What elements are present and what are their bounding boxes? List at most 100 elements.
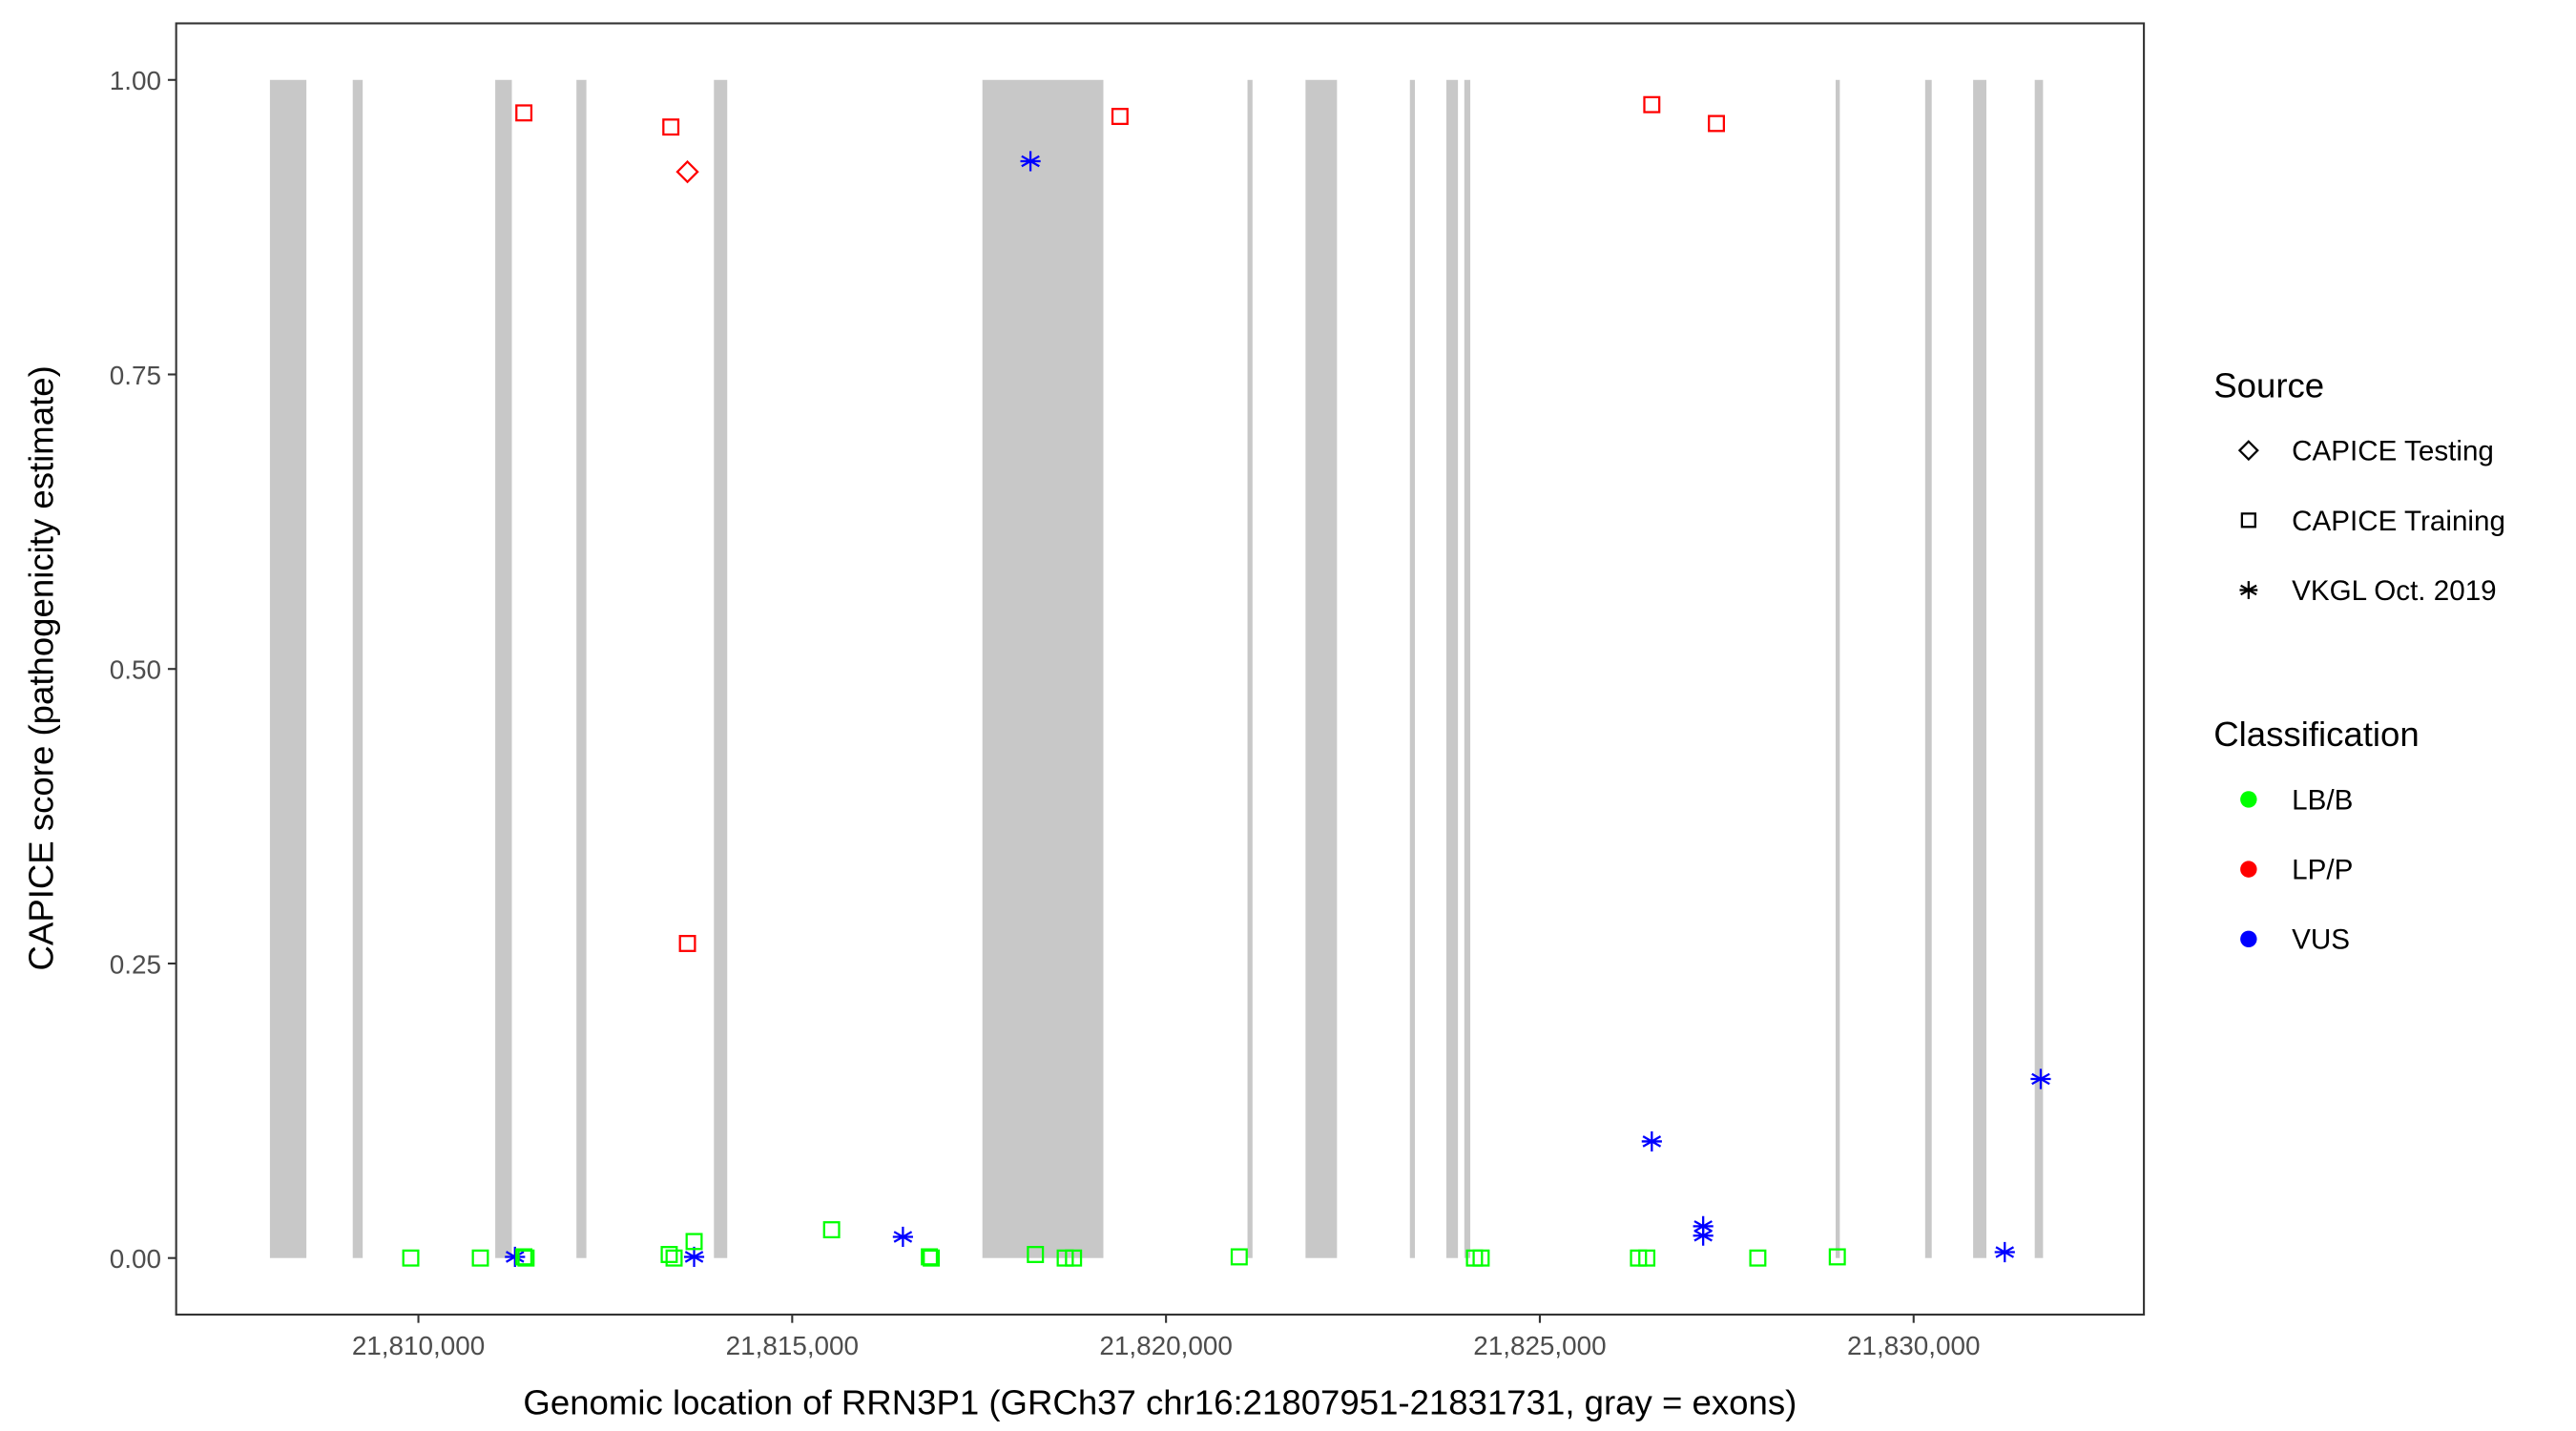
data-point [678, 934, 696, 952]
data-point [1027, 1246, 1045, 1263]
exon-bar [982, 79, 1104, 1258]
y-tick-label: 0.00 [110, 1244, 161, 1274]
points-layer [402, 95, 2051, 1268]
data-point [505, 1246, 526, 1268]
square-marker [1638, 1249, 1656, 1267]
square-marker [1828, 1248, 1846, 1266]
data-point [517, 1249, 535, 1267]
data-point [1020, 151, 1041, 172]
exon-bar [269, 79, 307, 1258]
legend-title-source: Source [2213, 365, 2324, 404]
data-point [665, 1249, 683, 1267]
data-point [2030, 1068, 2051, 1089]
data-point [1643, 95, 1661, 114]
y-tick-label: 0.75 [110, 361, 161, 390]
square-marker [515, 104, 533, 122]
legend-key-diamond-icon [2237, 440, 2259, 462]
square-marker [2240, 512, 2256, 529]
square-marker [1111, 108, 1129, 126]
asterisk-marker [1641, 1130, 1662, 1152]
square-marker [1749, 1249, 1767, 1267]
asterisk-marker [505, 1246, 526, 1268]
data-point [660, 1246, 678, 1263]
exon-bar [352, 79, 364, 1258]
data-point [921, 1248, 939, 1266]
y-axis-title: CAPICE score (pathogenicity estimate) [22, 365, 61, 970]
square-marker [517, 1249, 535, 1267]
x-tick-label: 21,825,000 [1473, 1331, 1606, 1360]
square-marker [660, 1246, 678, 1263]
square-marker [685, 1233, 703, 1251]
data-point [923, 1249, 941, 1267]
legend-label: VKGL Oct. 2019 [2292, 575, 2497, 607]
data-point [1708, 114, 1726, 133]
legend-key-dot-icon [2240, 791, 2257, 808]
asterisk-marker [1020, 151, 1041, 172]
data-point [1111, 108, 1129, 126]
data-point [1638, 1249, 1656, 1267]
square-marker [471, 1249, 489, 1267]
diamond-marker [675, 159, 699, 184]
legend-key-dot-icon [2240, 861, 2257, 878]
legend-key-dot-icon [2240, 930, 2257, 947]
square-marker [1065, 1249, 1083, 1267]
exon-bar [1247, 79, 1253, 1258]
exon-bar [1924, 79, 1932, 1258]
square-marker [665, 1249, 683, 1267]
asterisk-marker [892, 1226, 913, 1248]
x-tick-label: 21,820,000 [1099, 1331, 1232, 1360]
exon-bar [495, 79, 512, 1258]
asterisk-marker [2239, 581, 2258, 599]
exon-bar [2034, 79, 2044, 1258]
exon-bar [1305, 79, 1338, 1258]
square-marker [515, 1248, 533, 1266]
exon-bar [1836, 79, 1840, 1258]
square-marker [1643, 95, 1661, 114]
data-point [1693, 1225, 1714, 1246]
exon-layer [269, 79, 2044, 1258]
legend: Source CAPICE Testing CAPICE Training VKGL… [2213, 365, 2505, 955]
x-tick-label: 21,810,000 [352, 1331, 485, 1360]
x-axis: 21,810,000 21,815,000 21,820,000 21,825,000… [352, 1314, 1980, 1360]
data-point [662, 118, 680, 136]
x-tick-label: 21,815,000 [726, 1331, 859, 1360]
data-point [515, 1248, 533, 1266]
exon-bar [576, 79, 587, 1258]
square-marker [921, 1248, 939, 1266]
square-marker [678, 934, 696, 952]
data-point [683, 1246, 705, 1268]
legend-key-square-icon [2240, 512, 2256, 529]
legend-label: LP/P [2292, 855, 2353, 886]
asterisk-marker [683, 1246, 705, 1268]
y-tick-label: 0.50 [110, 655, 161, 685]
data-point [1994, 1241, 2015, 1263]
legend-key-asterisk-icon [2239, 581, 2258, 599]
y-tick-label: 1.00 [110, 66, 161, 95]
data-point [1472, 1249, 1490, 1267]
data-point [471, 1249, 489, 1267]
data-point [515, 104, 533, 122]
asterisk-marker [1693, 1225, 1714, 1246]
diamond-marker [2237, 440, 2259, 462]
data-point [1749, 1249, 1767, 1267]
legend-label: CAPICE Training [2292, 506, 2505, 537]
exon-bar [1973, 79, 1986, 1258]
square-marker [1472, 1249, 1490, 1267]
square-marker [402, 1249, 420, 1267]
exon-bar [1409, 79, 1416, 1258]
data-point [1230, 1248, 1248, 1266]
square-marker [1708, 114, 1726, 133]
legend-label: LB/B [2292, 784, 2353, 816]
asterisk-marker [1994, 1241, 2015, 1263]
square-marker [1230, 1248, 1248, 1266]
panel-background [176, 23, 2145, 1315]
data-point [892, 1226, 913, 1248]
legend-label: VUS [2292, 924, 2350, 956]
square-marker [662, 118, 680, 136]
legend-title-classification: Classification [2213, 715, 2420, 754]
y-axis: 0.00 0.25 0.50 0.75 1.00 [110, 66, 177, 1274]
exon-bar [1445, 79, 1459, 1258]
data-point [675, 159, 699, 184]
square-marker [1027, 1246, 1045, 1263]
